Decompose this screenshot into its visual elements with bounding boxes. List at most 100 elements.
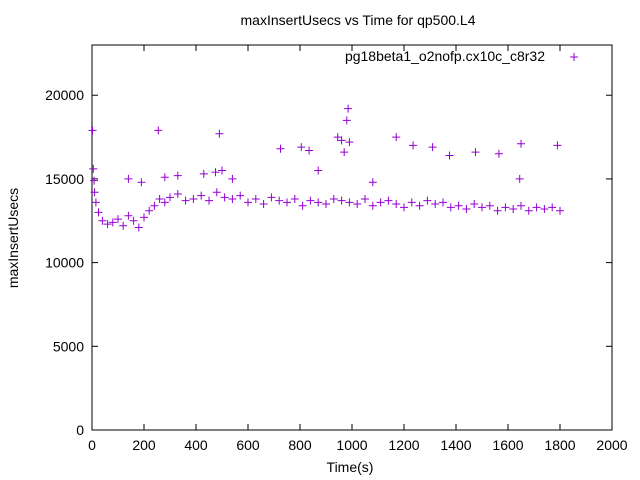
data-point (124, 174, 133, 183)
data-point (345, 198, 354, 207)
data-point (275, 196, 284, 205)
data-point (155, 195, 164, 203)
data-point (342, 116, 351, 125)
legend-marker (570, 53, 578, 61)
x-tick-label: 800 (288, 437, 312, 453)
data-point (215, 129, 224, 138)
data-point (384, 196, 393, 205)
data-point (103, 220, 112, 229)
data-point (140, 213, 148, 222)
x-tick-label: 1200 (388, 437, 419, 453)
data-point (340, 148, 349, 157)
data-point (276, 144, 285, 153)
data-point (407, 198, 416, 207)
data-point (90, 176, 99, 185)
data-point (197, 191, 206, 200)
data-point (494, 149, 503, 158)
data-point (361, 195, 369, 203)
y-tick-label: 10000 (45, 255, 84, 271)
data-point (322, 200, 330, 209)
data-point (509, 205, 518, 214)
data-point (199, 169, 208, 178)
data-point (431, 200, 440, 209)
data-point (181, 196, 190, 205)
data-point (553, 141, 562, 150)
x-tick-label: 200 (132, 437, 156, 453)
data-point (212, 188, 221, 197)
data-point (154, 126, 163, 135)
data-point (98, 216, 107, 225)
data-point (119, 221, 128, 230)
data-point (91, 198, 100, 207)
x-tick-label: 600 (236, 437, 260, 453)
data-point (94, 208, 103, 217)
data-point (166, 193, 174, 202)
data-point (501, 203, 510, 212)
data-point (345, 138, 354, 147)
data-point (145, 206, 154, 215)
y-tick-label: 20000 (45, 87, 84, 103)
data-point (114, 215, 122, 224)
y-tick-label: 0 (76, 422, 84, 438)
data-point (333, 133, 342, 142)
data-point (297, 143, 306, 152)
data-point (137, 178, 146, 187)
data-point (415, 201, 424, 210)
data-point (400, 203, 408, 212)
data-point (90, 188, 99, 197)
data-point (337, 136, 346, 145)
x-tick-label: 1400 (440, 437, 471, 453)
y-axis-ticks: 0 5000 10000 15000 20000 (45, 87, 612, 438)
x-axis-label: Time(s) (327, 459, 374, 475)
data-point (337, 196, 346, 205)
x-tick-label: 0 (88, 437, 96, 453)
data-point (305, 146, 314, 155)
data-point (515, 174, 524, 183)
data-point (470, 200, 479, 209)
data-points (88, 104, 564, 232)
data-point (236, 191, 245, 200)
data-point (89, 164, 98, 173)
data-point (446, 203, 455, 212)
data-point (540, 205, 549, 214)
data-point (376, 198, 385, 207)
data-point (259, 200, 268, 209)
data-point (251, 195, 260, 203)
data-point (108, 218, 117, 227)
data-point (445, 151, 454, 160)
data-point (409, 141, 418, 150)
data-point (189, 195, 198, 203)
y-tick-label: 15000 (45, 171, 84, 187)
legend-label: pg18beta1_o2nofp.cx10c_c8r32 (345, 48, 545, 64)
data-point (392, 133, 401, 142)
chart-title: maxInsertUsecs vs Time for qp500.L4 (241, 12, 476, 28)
data-point (353, 200, 362, 209)
data-point (218, 166, 226, 175)
data-point (228, 174, 237, 183)
data-point (267, 193, 276, 202)
x-tick-label: 1000 (336, 437, 367, 453)
data-point (524, 206, 533, 215)
data-point (517, 139, 525, 148)
data-point (228, 195, 237, 203)
data-point (129, 216, 138, 225)
y-axis-label: maxInsertUsecs (5, 188, 21, 288)
data-point (205, 196, 213, 205)
x-tick-label: 400 (184, 437, 208, 453)
data-point (485, 201, 494, 210)
data-point (150, 201, 159, 210)
data-point (88, 126, 97, 135)
data-point (211, 168, 220, 177)
data-point (532, 203, 541, 212)
data-point (298, 201, 307, 210)
x-tick-label: 1600 (492, 437, 523, 453)
data-point (220, 193, 229, 202)
data-point (314, 198, 323, 207)
data-point (493, 206, 502, 215)
data-point (173, 189, 182, 198)
data-point (314, 166, 323, 175)
data-point (423, 196, 432, 205)
data-point (368, 178, 377, 187)
data-point (548, 203, 557, 212)
